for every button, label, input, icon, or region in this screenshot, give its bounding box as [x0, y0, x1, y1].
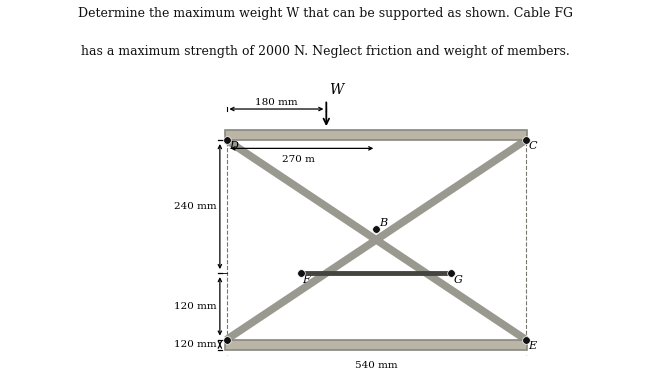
Text: has a maximum strength of 2000 N. Neglect friction and weight of members.: has a maximum strength of 2000 N. Neglec… [81, 45, 570, 58]
FancyBboxPatch shape [225, 340, 527, 350]
Text: F: F [303, 275, 311, 285]
Text: 120 mm: 120 mm [174, 302, 217, 311]
Text: C: C [528, 141, 536, 151]
Text: G: G [454, 275, 463, 285]
Text: 120 mm: 120 mm [174, 340, 217, 349]
Text: B: B [380, 217, 387, 228]
Text: 540 mm: 540 mm [355, 361, 398, 370]
Text: 240 mm: 240 mm [174, 202, 217, 211]
Text: 270 m: 270 m [282, 155, 315, 164]
Text: Determine the maximum weight W that can be supported as shown. Cable FG: Determine the maximum weight W that can … [78, 8, 573, 21]
Text: A: A [225, 341, 234, 351]
Text: 180 mm: 180 mm [255, 98, 298, 107]
Text: D: D [229, 141, 238, 151]
Text: W: W [329, 83, 343, 98]
Text: E: E [528, 341, 536, 351]
FancyBboxPatch shape [225, 130, 527, 140]
